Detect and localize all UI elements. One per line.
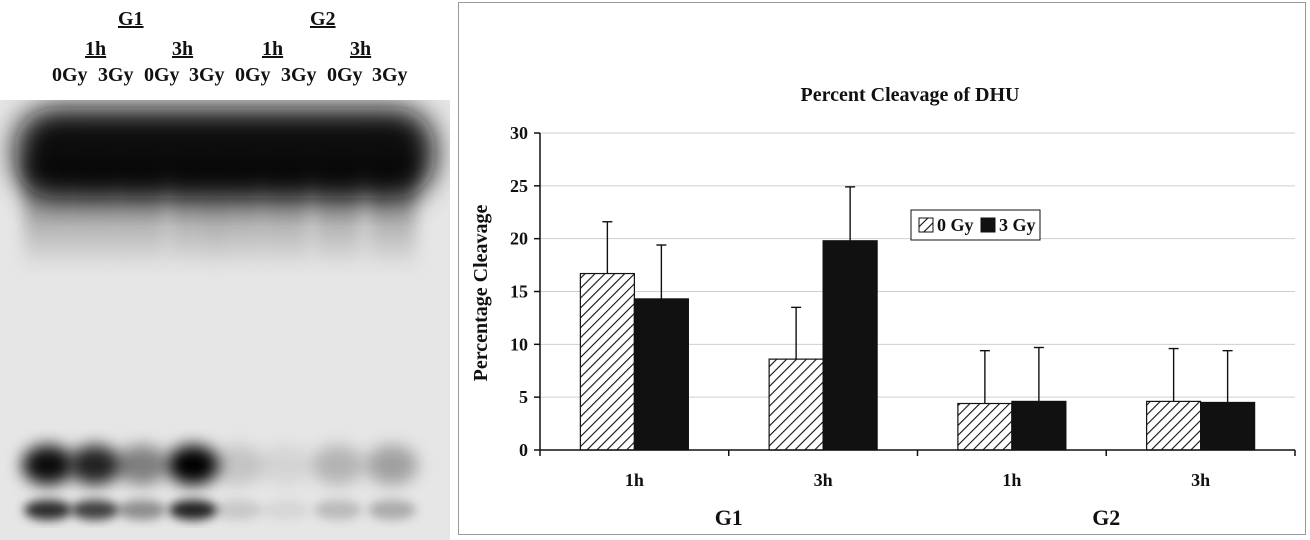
chart-panel: Percent Cleavage of DHU Percentage Cleav…: [458, 2, 1306, 535]
gel-lane-label: 3Gy: [98, 64, 134, 86]
y-tick-label: 25: [510, 176, 528, 196]
gel-lane-label: 3Gy: [189, 64, 225, 86]
chart-title: Percent Cleavage of DHU: [800, 84, 1019, 106]
gel-bottom-band: [169, 500, 217, 520]
gel-image-panel: G1 G2 1h 3h 1h 3h 0Gy 3Gy 0Gy 3Gy 0Gy 3G…: [0, 0, 450, 540]
legend-label-3gy: 3 Gy: [999, 215, 1036, 235]
gel-bottom-band: [118, 500, 166, 520]
bar-0gy: [1146, 400, 1202, 451]
x-tick-label: 1h: [625, 470, 644, 490]
x-tick-label: 1h: [1002, 470, 1021, 490]
gel-bottom-band: [214, 500, 262, 520]
y-tick-label: 30: [510, 123, 528, 143]
bar-3gy: [633, 298, 689, 451]
legend-swatch-0gy: [918, 217, 934, 233]
gel-time-label-g1-1h: 1h: [85, 38, 107, 60]
gel-lane-label: 0Gy: [52, 64, 88, 86]
legend-swatch-3gy: [980, 217, 996, 233]
bar-chart: Percent Cleavage of DHU Percentage Cleav…: [470, 84, 1296, 530]
gel-group-label-g1: G1: [118, 8, 144, 30]
gel-time-label-g2-1h: 1h: [262, 38, 284, 60]
gel-bottom-band: [368, 500, 416, 520]
gel-lower-band: [212, 445, 264, 485]
legend-label-0gy: 0 Gy: [937, 215, 974, 235]
gel-bottom-band: [314, 500, 362, 520]
bars: [579, 240, 1256, 451]
gel-lane-label: 0Gy: [235, 64, 271, 86]
y-tick-label: 0: [519, 440, 528, 460]
x-axis-ticks: [539, 450, 1296, 456]
gel-lane-smear: [169, 160, 217, 270]
gel-bottom-band: [71, 500, 119, 520]
x-tick-label: 3h: [814, 470, 833, 490]
gel-lane-label: 0Gy: [327, 64, 363, 86]
gel-lower-band: [312, 445, 364, 485]
bar-3gy: [822, 240, 878, 451]
gel-lane-label: 3Gy: [372, 64, 408, 86]
gel-lane-smear: [368, 160, 416, 270]
gel-lower-band: [116, 445, 168, 485]
y-tick-label: 15: [510, 282, 528, 302]
gel-lane-smear: [24, 160, 72, 270]
gel-lane-smear: [71, 160, 119, 270]
x-axis-group-labels: G1 G2: [715, 505, 1121, 530]
bar-3gy: [1011, 400, 1067, 451]
gel-lower-band: [260, 445, 312, 485]
error-bars: [602, 186, 1233, 404]
gel-lane-smear: [262, 160, 310, 270]
x-group-label: G1: [715, 505, 743, 530]
gel-lower-band: [167, 445, 219, 485]
gel-blot: [0, 100, 450, 540]
y-axis-label: Percentage Cleavage: [470, 204, 492, 381]
x-axis-tick-labels: 1h 3h 1h 3h: [625, 470, 1210, 490]
gel-lane-label: 0Gy: [144, 64, 180, 86]
gel-bottom-band: [262, 500, 310, 520]
gel-lower-band: [22, 445, 74, 485]
y-tick-label: 5: [519, 387, 528, 407]
bar-3gy: [1200, 401, 1256, 451]
gel-lane-smear: [118, 160, 166, 270]
gel-lane-label: 3Gy: [281, 64, 317, 86]
gel-lower-band: [69, 445, 121, 485]
gel-lane-smear: [314, 160, 362, 270]
bar-0gy: [957, 402, 1013, 451]
gel-lane-smear: [214, 160, 262, 270]
x-group-label: G2: [1092, 505, 1120, 530]
gel-bottom-band: [24, 500, 72, 520]
x-tick-label: 3h: [1191, 470, 1210, 490]
y-tick-label: 10: [510, 334, 528, 354]
gel-time-label-g2-3h: 3h: [350, 38, 372, 60]
gel-time-label-g1-3h: 3h: [172, 38, 194, 60]
y-axis-ticks: 0 5 10 15 20 25 30: [510, 123, 540, 460]
gel-group-label-g2: G2: [310, 8, 336, 30]
y-tick-label: 20: [510, 229, 528, 249]
gel-lanes: [15, 108, 435, 520]
bar-0gy: [768, 358, 824, 451]
gel-lower-band: [366, 445, 418, 485]
bar-0gy: [579, 272, 635, 451]
legend: 0 Gy 3 Gy: [910, 209, 1041, 241]
